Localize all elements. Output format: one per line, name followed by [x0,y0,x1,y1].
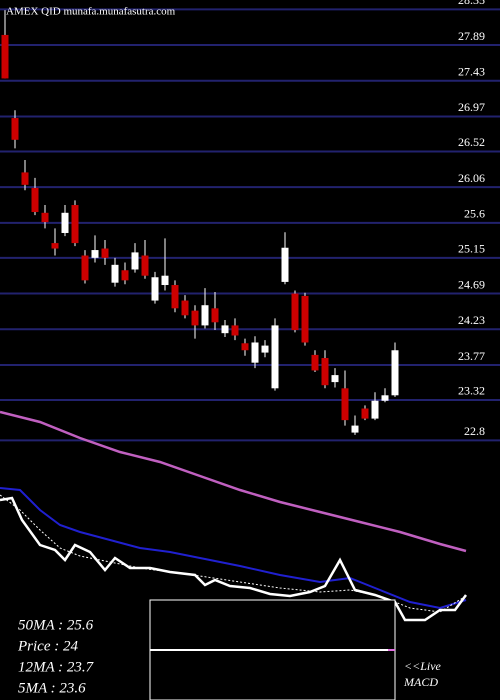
candle-body [61,212,69,233]
candle-body [311,354,319,371]
y-tick-label: 23.77 [458,349,485,363]
y-tick-label: 28.35 [458,0,485,7]
candle-body [41,212,49,223]
y-tick-label: 26.97 [458,100,485,114]
candle-body [121,270,129,281]
candle-body [81,255,89,281]
candle-body [351,425,359,433]
candle-body [211,308,219,323]
y-tick-label: 22.8 [464,424,485,438]
y-tick-label: 26.52 [458,135,485,149]
stat-label: 50MA : 25.6 [18,617,94,633]
candle-body [101,248,109,258]
macd-label: MACD [403,675,438,689]
candle-body [111,264,119,283]
macd-label: <<Live [404,659,442,673]
ma-line [0,410,467,553]
chart-title: AMEX QID munafa.munafasutra.com [6,6,176,18]
candle-body [91,250,99,258]
candle-body [271,325,279,389]
candle-body [341,388,349,421]
ma-line [0,487,467,610]
candle-body [241,343,249,351]
y-tick-label: 26.06 [458,171,485,185]
y-tick-label: 25.15 [458,242,485,256]
candle-body [321,358,329,386]
candle-body [161,275,169,286]
candle-body [231,325,239,336]
candle-body [181,300,189,316]
candle-body [361,408,369,419]
candle-body [21,172,29,185]
candle-body [391,350,399,396]
y-tick-label: 23.32 [458,384,485,398]
candle-body [11,118,19,140]
grid [0,8,500,442]
candle-body [171,285,179,309]
candle-body [221,325,229,334]
y-tick-label: 27.43 [458,65,485,79]
candle-body [151,277,159,301]
candle-body [201,305,209,326]
candle-body [331,375,339,383]
candle-body [301,295,309,343]
candle-body [1,34,9,79]
stat-label: 12MA : 23.7 [18,659,95,675]
candle-body [251,342,259,363]
y-tick-label: 25.6 [464,207,485,221]
candle-body [51,243,59,249]
candle-body [261,345,269,353]
y-tick-label: 27.89 [458,29,485,43]
y-tick-label: 24.69 [458,277,485,291]
y-tick-label: 24.23 [458,313,485,327]
candle-body [141,255,149,276]
candle-body [381,395,389,401]
stat-label: Price : 24 [17,638,78,654]
candle-body [281,247,289,282]
candle-body [31,187,39,213]
candle-body [71,205,79,244]
candle-body [131,252,139,270]
candle-body [371,400,379,419]
stat-label: 5MA : 23.6 [18,680,86,696]
candle-body [291,293,299,331]
candle-body [191,310,199,326]
